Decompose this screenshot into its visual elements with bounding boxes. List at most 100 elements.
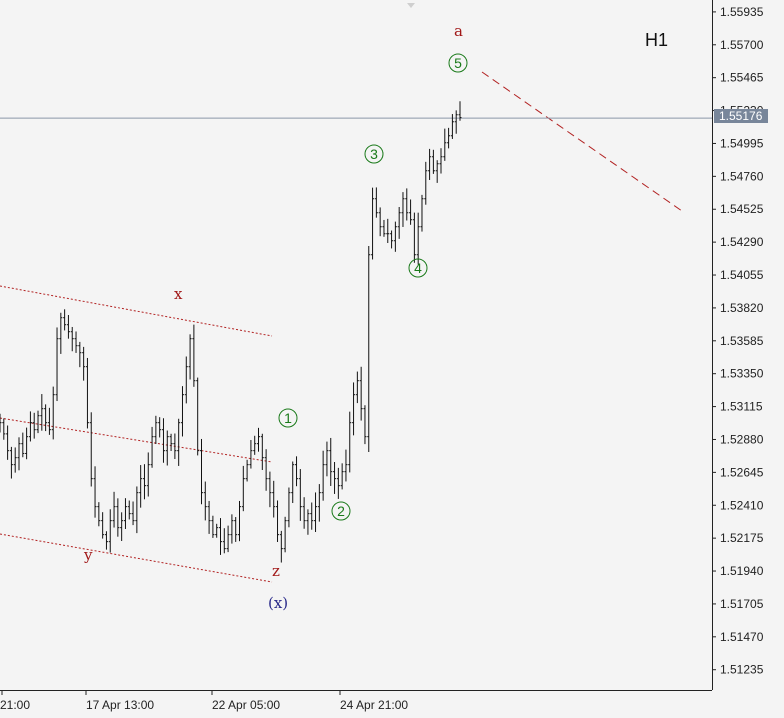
ohlc-bar <box>329 437 333 486</box>
ohlc-bar <box>230 514 234 544</box>
ohlc-bar <box>142 464 146 500</box>
wave-circle-4 <box>408 258 428 278</box>
y-axis: 1.559351.557001.554651.552301.549951.547… <box>712 5 764 677</box>
y-tick-label: 1.51705 <box>720 597 764 611</box>
ohlc-bar <box>32 412 36 439</box>
ohlc-bar <box>6 425 10 460</box>
ohlc-bar <box>63 309 67 331</box>
y-tick-label: 1.52645 <box>720 465 764 479</box>
wave-label-x: x <box>174 285 183 303</box>
current-price-tag: 1.55176 <box>714 109 768 123</box>
y-tick-label: 1.55935 <box>720 5 764 19</box>
ohlc-bar <box>352 382 356 436</box>
ohlc-bar <box>378 207 382 237</box>
ohlc-bar <box>374 187 378 218</box>
y-tick-label: 1.53585 <box>720 334 764 348</box>
ohlc-bar <box>66 315 70 339</box>
ohlc-bar <box>150 426 154 468</box>
y-tick-label: 1.51470 <box>720 630 764 644</box>
ohlc-bar <box>447 127 451 149</box>
ohlc-bar <box>424 161 428 205</box>
ohlc-bar <box>36 410 40 434</box>
y-tick-label: 1.54760 <box>720 169 764 183</box>
ohlc-bar <box>435 160 439 183</box>
ohlc-bar <box>367 246 371 452</box>
wave-label-y: y <box>83 546 93 564</box>
ohlc-bar <box>165 430 169 466</box>
x-tick-label: 21:00 <box>0 698 30 712</box>
ohlc-bar <box>218 518 222 555</box>
ohlc-bar <box>314 492 318 532</box>
ohlc-bar <box>203 481 207 521</box>
wave-label-3: 3 <box>370 146 378 162</box>
ohlc-bar <box>17 437 21 471</box>
ohlc-bar <box>89 412 93 487</box>
ohlc-bar <box>439 148 443 174</box>
ohlc-bar <box>9 446 13 479</box>
wave-label-z: z <box>272 562 280 580</box>
ohlc-bar <box>158 417 162 438</box>
ohlc-bar <box>97 502 101 527</box>
ohlc-bar <box>192 324 196 387</box>
ohlc-bar <box>238 500 242 542</box>
y-tick-label: 1.55465 <box>720 71 764 85</box>
ohlc-bar <box>397 207 401 239</box>
ohlc-bar <box>386 218 390 244</box>
ohlc-bar <box>180 386 184 437</box>
ohlc-bar <box>287 487 291 528</box>
ohlc-bar <box>101 512 105 539</box>
ohlc-bar <box>276 500 280 542</box>
ohlc-bar <box>207 500 211 534</box>
ohlc-bar <box>317 484 321 522</box>
ohlc-bar <box>268 471 272 508</box>
ohlc-bar <box>355 371 359 404</box>
y-tick-label: 1.51235 <box>720 663 764 677</box>
wave-label-4: 4 <box>414 260 422 276</box>
ohlc-bar <box>196 377 200 456</box>
ohlc-bar <box>59 312 63 354</box>
ohlc-bar <box>120 512 124 542</box>
ohlc-bar <box>382 219 386 237</box>
ohlc-bar <box>25 427 29 460</box>
ohlc-bar <box>222 528 226 554</box>
ohlc-bar <box>260 433 264 470</box>
x-axis: 21:00 17 Apr 13:00 22 Apr 05:00 24 Apr 21:0… <box>0 690 408 712</box>
ohlc-bar <box>234 517 238 542</box>
y-tick-label: 1.52880 <box>720 432 764 446</box>
ohlc-bar <box>393 221 397 252</box>
ohlc-bar <box>416 212 420 265</box>
ohlc-bar <box>21 432 25 458</box>
ohlc-bar <box>104 531 108 550</box>
timeframe-label: H1 <box>645 30 668 50</box>
price-tag-value: 1.55176 <box>719 109 763 123</box>
ohlc-bar <box>116 498 120 537</box>
wave-label-2: 2 <box>337 503 345 519</box>
ohlc-bar <box>188 334 192 380</box>
y-tick-label: 1.54995 <box>720 136 764 150</box>
ohlc-bar <box>431 149 435 174</box>
ohlc-bar <box>310 502 314 530</box>
y-tick-label: 1.54290 <box>720 235 764 249</box>
y-tick-label: 1.53820 <box>720 301 764 315</box>
y-tick-label: 1.53350 <box>720 367 764 381</box>
ohlc-bar <box>412 212 416 263</box>
ohlc-bar <box>428 148 432 180</box>
ohlc-bar <box>169 433 173 452</box>
y-tick-label: 1.55700 <box>720 38 764 52</box>
ohlc-bar <box>333 461 337 494</box>
ohlc-bar <box>450 114 454 139</box>
ohlc-bar <box>139 465 143 508</box>
ohlc-bar <box>405 188 409 221</box>
price-tag-box <box>714 109 768 123</box>
ohlc-bar <box>272 480 276 518</box>
ohlc-bar <box>302 497 306 529</box>
ohlc-bar <box>306 509 310 535</box>
wave-circle-3 <box>364 144 384 164</box>
ohlc-bar <box>325 441 329 477</box>
ohlc-bar <box>390 230 394 249</box>
x-tick-label: 24 Apr 21:00 <box>340 698 408 712</box>
ohlc-bar <box>363 405 367 445</box>
ohlc-bar <box>93 466 97 518</box>
y-tick-label: 1.53115 <box>720 400 763 414</box>
